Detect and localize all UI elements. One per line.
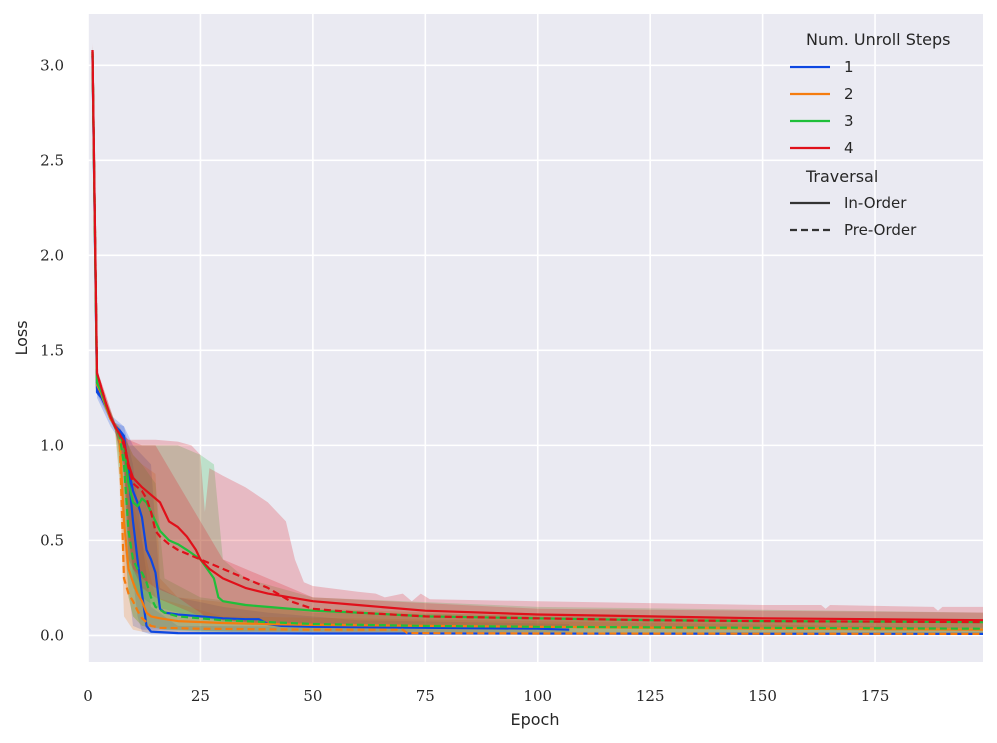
y-tick-label: 3.0: [40, 56, 64, 74]
x-tick-label: 175: [861, 687, 890, 705]
y-tick-label: 2.0: [40, 246, 64, 264]
x-tick-label: 25: [191, 687, 210, 705]
x-tick-label: 100: [523, 687, 552, 705]
plot-background: [88, 14, 983, 662]
y-tick-label: 0.0: [40, 626, 64, 644]
x-tick-label: 0: [83, 687, 93, 705]
y-tick-label: 0.5: [40, 531, 64, 549]
x-tick-label: 150: [748, 687, 777, 705]
series-3-in-order-band: [92, 46, 983, 630]
series-4-in-order-band: [92, 42, 983, 628]
legend-label-pre-order: Pre-Order: [844, 221, 917, 239]
legend-label-4: 4: [844, 139, 854, 157]
y-tick-label: 1.5: [40, 341, 64, 359]
legend-label-2: 2: [844, 85, 854, 103]
y-tick-label: 1.0: [40, 436, 64, 454]
legend-label-1: 1: [844, 58, 854, 76]
legend-label-3: 3: [844, 112, 854, 130]
legend: Num. Unroll Steps 1 2 3 4 Traversal In-Order Pr…: [790, 30, 950, 239]
x-tick-label: 75: [416, 687, 435, 705]
x-tick-label: 125: [636, 687, 665, 705]
series-lines: [91, 50, 984, 636]
y-tick-labels: 0.0 0.5 1.0 1.5 2.0 2.5 3.0: [40, 56, 64, 644]
grid-lines: [87, 14, 983, 662]
y-tick-label: 2.5: [40, 151, 64, 169]
series-4-pre-order-band: [92, 42, 983, 630]
series-4-pre-order-line: [91, 50, 984, 624]
y-axis-label: Loss: [12, 320, 31, 355]
legend-label-in-order: In-Order: [844, 194, 907, 212]
x-tick-labels: 0 25 50 75 100 125 150 175: [83, 687, 889, 705]
x-tick-label: 50: [303, 687, 322, 705]
legend-style-title: Traversal: [805, 167, 878, 186]
x-axis-label: Epoch: [511, 710, 560, 729]
legend-hue-title: Num. Unroll Steps: [806, 30, 950, 49]
